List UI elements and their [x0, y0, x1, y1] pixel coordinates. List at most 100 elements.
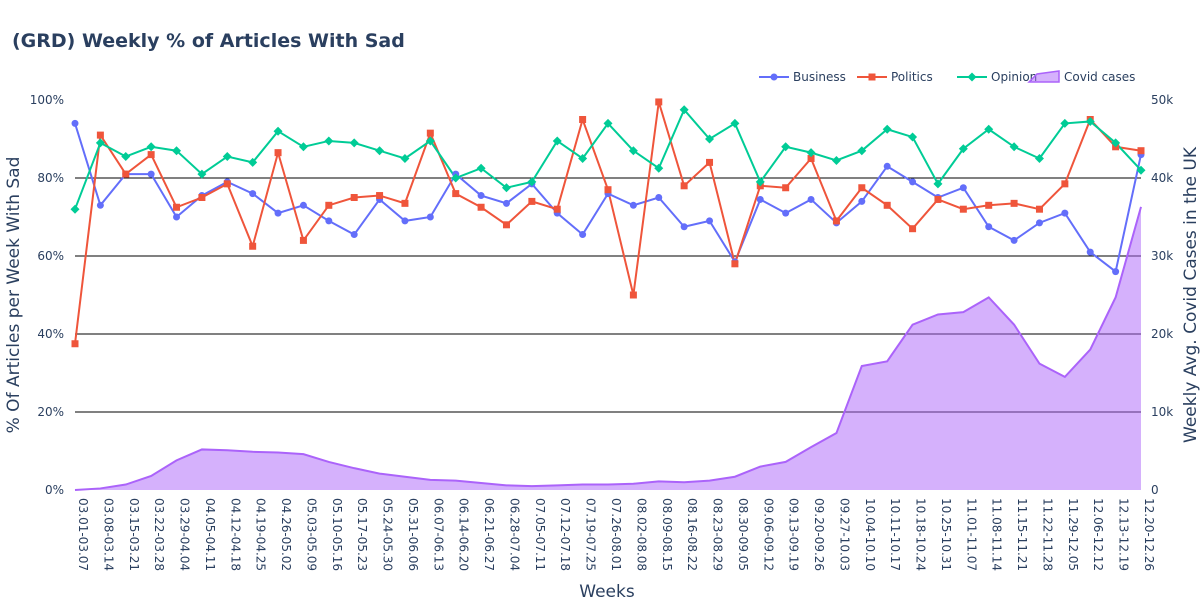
- data-point-politics: [883, 201, 891, 209]
- area-line-covid-cases: [74, 206, 1142, 491]
- data-point-business: [1035, 219, 1043, 227]
- legend-label: Business: [793, 70, 846, 84]
- x-tick-label: 10.11-10.17: [888, 498, 902, 571]
- data-point-opinion: [527, 177, 537, 187]
- data-point-opinion: [1009, 142, 1019, 152]
- data-point-business: [249, 190, 257, 198]
- data-point-business: [629, 201, 637, 209]
- x-tick-label: 05.31-06.06: [406, 498, 420, 571]
- data-point-business: [1086, 248, 1094, 256]
- y-axis-ticks: 0% 20% 40% 60% 80% 100%: [30, 93, 64, 497]
- data-point-opinion: [654, 163, 664, 173]
- area-layer: [74, 206, 1142, 491]
- x-tick-label: 05.17-05.23: [355, 498, 369, 571]
- data-point-opinion: [1034, 154, 1044, 163]
- data-point-business: [985, 223, 993, 231]
- data-point-opinion: [1111, 138, 1121, 148]
- data-point-politics: [249, 242, 257, 250]
- data-point-opinion: [95, 138, 105, 148]
- y2-tick-label: 50k: [1151, 93, 1173, 107]
- x-tick-label: 05.24-05.30: [381, 498, 395, 571]
- data-point-business: [858, 197, 866, 205]
- data-point-business: [1010, 236, 1018, 244]
- data-point-politics: [1035, 205, 1043, 213]
- data-point-politics: [1061, 180, 1069, 188]
- markers-layer: [70, 98, 1146, 348]
- x-tick-label: 08.16-08.22: [685, 498, 699, 571]
- data-point-politics: [1137, 147, 1145, 155]
- data-point-politics: [350, 194, 358, 201]
- data-point-politics: [858, 184, 866, 192]
- data-point-politics: [477, 203, 485, 211]
- data-point-politics: [274, 149, 282, 157]
- data-point-business: [706, 217, 714, 225]
- y2-tick-label: 0: [1151, 483, 1159, 497]
- data-point-opinion: [1085, 116, 1095, 126]
- data-point-politics: [934, 195, 942, 203]
- data-point-business: [1112, 268, 1120, 276]
- data-point-business: [1061, 209, 1069, 217]
- legend-item-business[interactable]: Business: [759, 70, 846, 84]
- data-point-politics: [959, 205, 967, 213]
- data-point-politics: [807, 155, 815, 162]
- x-tick-label: 04.05-04.11: [203, 498, 217, 571]
- data-point-politics: [782, 184, 790, 192]
- data-point-opinion: [908, 132, 918, 142]
- data-point-business: [807, 195, 815, 203]
- data-point-politics: [1010, 199, 1018, 207]
- data-point-politics: [655, 98, 663, 106]
- data-point-opinion: [197, 169, 207, 179]
- legend[interactable]: Business Politics Opinion Covid cases: [759, 70, 1135, 84]
- legend-item-politics[interactable]: Politics: [857, 70, 933, 84]
- x-tick-label: 12.20-12.26: [1142, 498, 1156, 571]
- data-point-politics: [680, 182, 688, 190]
- data-point-opinion: [755, 177, 765, 187]
- x-tick-label: 04.12-04.18: [228, 498, 242, 571]
- data-point-opinion: [222, 152, 232, 162]
- data-point-business: [883, 162, 891, 170]
- y2-tick-label: 30k: [1151, 249, 1173, 263]
- series-line-business: [74, 123, 1142, 274]
- y2-tick-label: 10k: [1151, 405, 1173, 419]
- x-tick-label: 08.23-08.29: [711, 498, 725, 571]
- x-tick-label: 10.04-10.10: [863, 498, 877, 571]
- legend-swatch-marker: [868, 73, 876, 81]
- data-point-opinion: [578, 154, 588, 163]
- x-tick-label: 10.18-10.24: [914, 498, 928, 571]
- data-point-business: [959, 184, 967, 192]
- x-tick-label: 04.26-05.02: [279, 498, 293, 571]
- x-tick-label: 11.29-12.05: [1066, 498, 1080, 571]
- legend-item-covid-cases[interactable]: Covid cases: [1027, 70, 1135, 84]
- y-tick-label: 100%: [30, 93, 64, 107]
- data-point-opinion: [1060, 118, 1070, 128]
- data-point-business: [502, 199, 510, 207]
- data-point-business: [909, 178, 917, 186]
- data-point-politics: [426, 129, 434, 137]
- data-point-opinion: [501, 183, 511, 193]
- data-point-opinion: [628, 146, 638, 156]
- data-point-opinion: [248, 157, 258, 167]
- data-point-politics: [376, 192, 384, 200]
- chart-title: (GRD) Weekly % of Articles With Sad: [12, 30, 405, 52]
- x-tick-label: 06.14-06.20: [457, 498, 471, 571]
- legend-swatch-marker: [967, 72, 977, 82]
- data-point-business: [579, 231, 587, 239]
- data-point-business: [299, 201, 307, 209]
- data-point-politics: [96, 131, 104, 139]
- data-point-politics: [604, 186, 612, 194]
- y2-axis-title: Weekly Avg. Covid Cases in the UK: [1181, 146, 1200, 443]
- legend-item-opinion[interactable]: Opinion: [957, 70, 1037, 84]
- data-point-opinion: [375, 146, 385, 156]
- data-point-business: [782, 209, 790, 217]
- data-point-politics: [452, 190, 460, 198]
- y-tick-label: 0%: [45, 483, 64, 497]
- data-point-opinion: [324, 136, 334, 146]
- x-tick-label: 07.12-07.18: [558, 498, 572, 571]
- x-axis-ticks: 03.01-03.07 03.08-03.14 03.15-03.21 03.22-0…: [76, 498, 1156, 571]
- data-point-opinion: [172, 146, 182, 156]
- data-point-opinion: [603, 118, 613, 128]
- x-tick-label: 12.13-12.19: [1117, 498, 1131, 571]
- data-point-opinion: [933, 179, 943, 189]
- data-point-politics: [579, 116, 587, 123]
- data-point-opinion: [1136, 165, 1146, 175]
